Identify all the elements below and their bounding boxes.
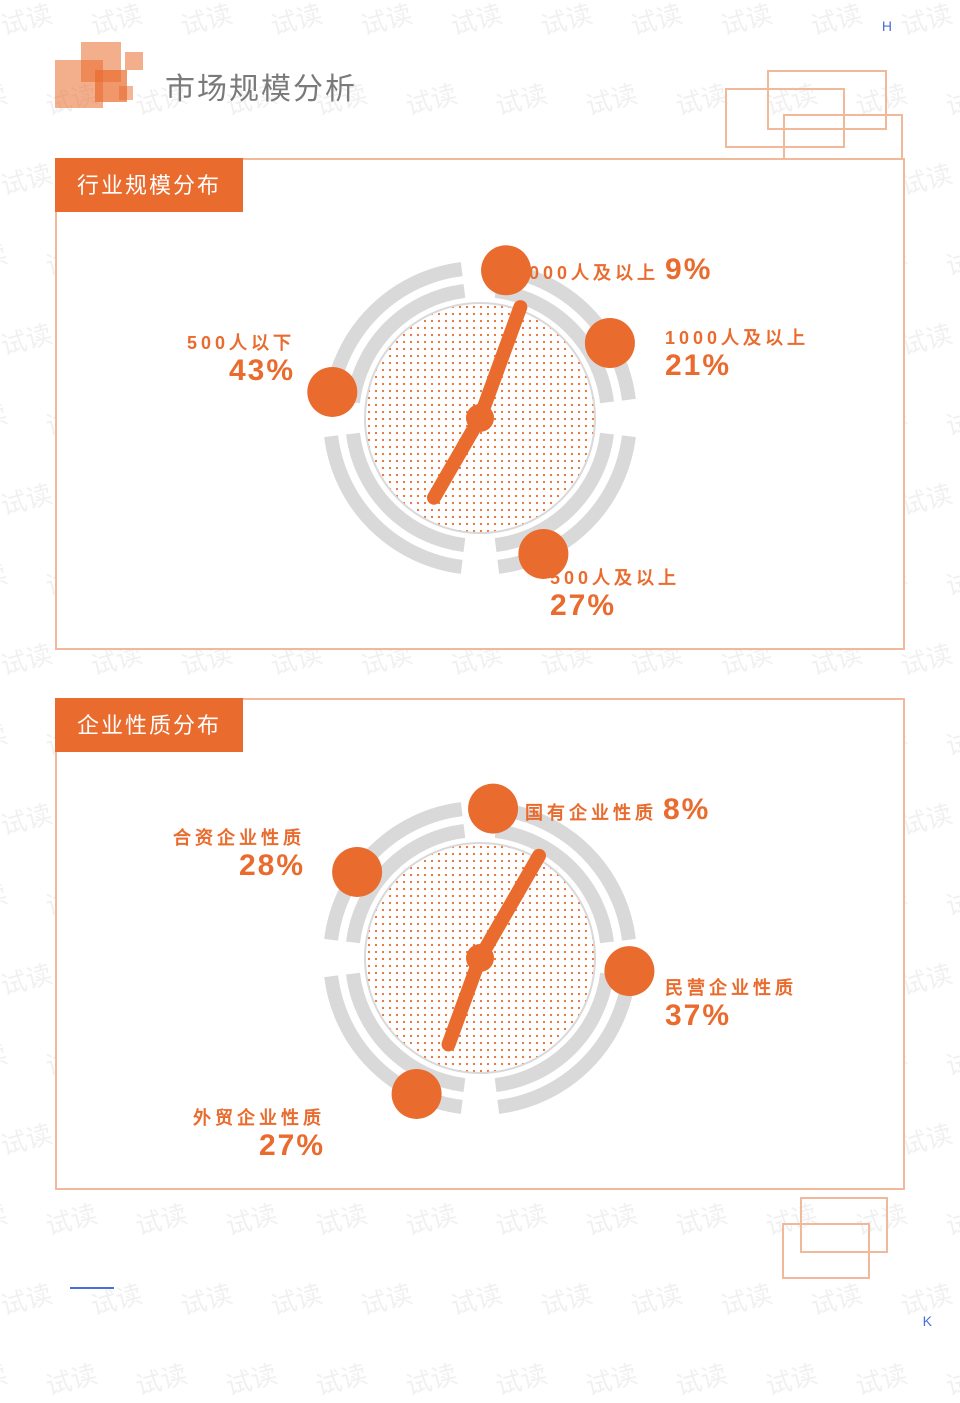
dial-callout: 2000人及以上 9% [515,253,712,288]
callout-label: 500人以下 [187,333,295,354]
dial-marker [604,946,654,996]
footer-rects-icon [782,1197,922,1297]
page-content: 市场规模分析 行业规模分布 2000人及以上 9% 1000人及以上21% 500人及… [0,0,960,1278]
callout-value: 9% [665,253,712,286]
dial-marker [332,847,382,897]
callout-value: 28% [173,849,305,884]
callout-label: 500人及以上 [550,568,680,589]
dial-marker [585,318,635,368]
callout-value: 37% [665,999,797,1034]
corner-mark-bottom: K [923,1313,932,1329]
page-title: 市场规模分析 [165,64,357,108]
callout-label: 民营企业性质 [665,978,797,999]
card-enterprise-nature: 企业性质分布 国有企业性质8%合资企业性质28%民营企业性质37%外贸企业性质2… [55,698,905,1190]
callout-value: 21% [665,349,809,384]
callout-label: 国有企业性质 [525,803,657,823]
dial-marker [392,1069,442,1119]
callout-value: 8% [663,793,710,826]
card-title: 行业规模分布 [55,158,243,212]
callout-label: 1000人及以上 [665,328,809,349]
dial-callout: 民营企业性质37% [665,978,797,1033]
page-header: 市场规模分析 [55,50,905,130]
dial-chart-industry: 2000人及以上9%1000人及以上21%500人及以上27%500人以下43% [77,218,883,618]
dial-marker [307,367,357,417]
dial-callout: 1000人及以上21% [665,328,809,383]
dial-callout: 外贸企业性质27% [193,1108,325,1163]
callout-label: 2000人及以上 [515,263,659,283]
card-industry-scale: 行业规模分布 2000人及以上9%1000人及以上21%500人及以上27%50… [55,158,905,650]
dial-callout: 500人及以上27% [550,568,680,623]
dial-marker [468,784,518,834]
callout-label: 合资企业性质 [173,828,305,849]
callout-value: 27% [550,589,680,624]
callout-label: 外贸企业性质 [193,1108,325,1129]
callout-value: 27% [193,1129,325,1164]
dial-callout: 国有企业性质 8% [525,793,710,828]
dial-chart-enterprise: 国有企业性质8%合资企业性质28%民营企业性质37%外贸企业性质27% [77,758,883,1158]
dial-callout: 500人以下43% [187,333,295,388]
header-squares-icon [55,42,175,132]
footer-line-icon [70,1287,114,1289]
dial-callout: 合资企业性质28% [173,828,305,883]
callout-value: 43% [187,354,295,389]
card-title: 企业性质分布 [55,698,243,752]
